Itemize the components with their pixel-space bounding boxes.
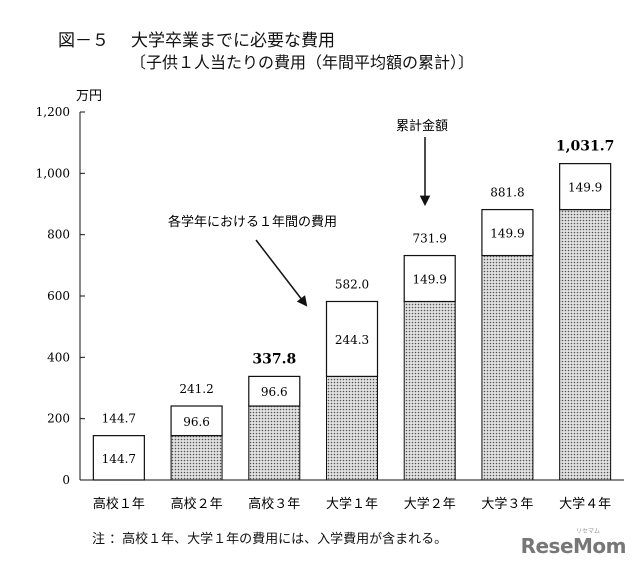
y-tick-label: 800	[47, 228, 70, 242]
footnote: 注 ：高校１年、大学１年の費用には、入学費用が含まれる。	[92, 532, 448, 547]
x-category-label: 大学３年	[481, 496, 533, 512]
year-cost-label: 144.7	[102, 452, 136, 466]
cumulative-total-label: 337.8	[252, 351, 296, 367]
logo-subtext: リセマム	[575, 528, 600, 535]
cumulative-total-label: 144.7	[102, 412, 136, 426]
cumulative-total-label: 731.9	[413, 232, 447, 246]
bar-cumulative-prior-segment	[248, 405, 301, 481]
bar-current-year-segment	[559, 163, 612, 211]
x-category-label: 高校３年	[248, 496, 300, 512]
annotation-cumulative-amount: 累計金額	[396, 118, 448, 134]
x-category-label: 高校２年	[171, 496, 223, 512]
x-category-label: 高校１年	[93, 496, 145, 512]
y-tick-label: 1,200	[36, 105, 70, 119]
bar-current-year-segment	[481, 208, 534, 257]
year-cost-label: 149.9	[490, 227, 524, 241]
year-cost-label: 96.6	[261, 385, 288, 399]
year-cost-label: 244.3	[335, 333, 369, 347]
cumulative-total-label: 881.8	[490, 186, 524, 200]
bar-current-year-segment	[325, 300, 379, 378]
y-tick-label: 1,000	[36, 166, 70, 180]
x-category-label: 大学４年	[559, 496, 611, 512]
stacked-bar-chart: 万円 0 200 400 600 800 1,000 1,200 144.7 144.7 高校１年…	[36, 89, 624, 512]
cumulative-total-label: 582.0	[335, 277, 369, 291]
annotation-per-year-cost: 各学年における１年間の費用	[168, 214, 337, 230]
bar-current-year-segment	[170, 405, 223, 437]
title-sub: 〔子供１人当たりの費用（年間平均額の累計）〕	[130, 53, 475, 72]
resemom-logo: ReseMom	[520, 534, 627, 558]
x-category-label: 大学２年	[404, 496, 456, 512]
y-tick-label: 400	[47, 350, 70, 364]
cumulative-total-label: 1,031.7	[556, 139, 614, 155]
bar-cumulative-prior-segment	[559, 209, 612, 481]
bar-cumulative-prior-segment	[170, 435, 223, 481]
annotation-arrow-per-year	[255, 239, 308, 307]
y-tick-label: 0	[62, 473, 70, 487]
y-axis-unit-label: 万円	[76, 89, 102, 104]
chart-title: 図－５ 大学卒業までに必要な費用 〔子供１人当たりの費用（年間平均額の累計）〕	[58, 30, 474, 74]
y-tick-label: 200	[47, 412, 70, 426]
bar-cumulative-prior-segment	[326, 375, 378, 481]
year-cost-label: 149.9	[413, 273, 447, 287]
cumulative-total-label: 241.2	[179, 382, 213, 396]
y-tick-label: 600	[47, 289, 70, 303]
bar-current-year-segment	[92, 435, 145, 481]
title-main: 大学卒業までに必要な費用	[131, 31, 335, 51]
bar-current-year-segment	[248, 375, 301, 407]
bar-cumulative-prior-segment	[403, 301, 456, 481]
bar-cumulative-prior-segment	[481, 255, 534, 481]
year-cost-label: 96.6	[183, 415, 210, 429]
year-cost-label: 149.9	[568, 181, 602, 195]
bar-current-year-segment	[403, 254, 456, 303]
figure-number: 図－５	[58, 31, 109, 51]
x-category-label: 大学１年	[326, 496, 378, 512]
